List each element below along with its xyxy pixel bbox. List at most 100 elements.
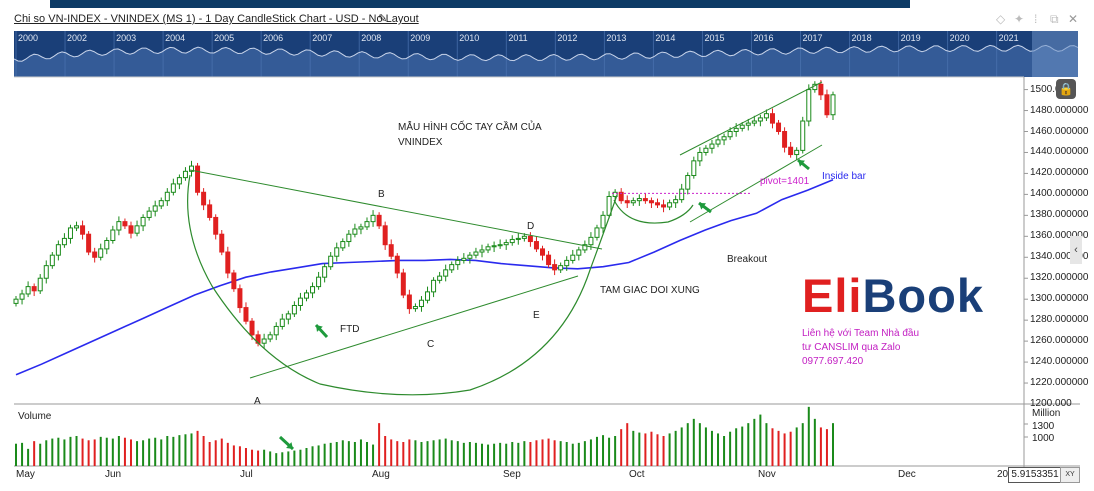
volume-bar [456,441,459,466]
volume-bar [595,436,598,466]
volume-bar [511,442,514,466]
separator-icon: ⁞ [1034,12,1038,26]
candle-body [86,233,92,253]
candle-body [479,249,485,253]
volume-bar [759,414,762,466]
candle-body [788,146,794,156]
volume-bar [650,431,653,466]
x-tick-jun: Jun [105,469,122,480]
y-tick-label: 1300.000000 [1030,293,1089,305]
volume-bar [129,439,132,466]
candle-body [279,318,285,327]
volume-bar [378,423,381,466]
volume-bar [825,429,828,466]
volume-bar [408,439,411,466]
candle-body [13,298,19,304]
pattern-title: MẪU HÌNH CỐC TAY CẦM CỦA [398,122,542,133]
pencil-icon[interactable]: ✎ [378,13,388,25]
candle-body [485,246,491,251]
candle-body [497,244,503,247]
volume-bar [529,442,532,466]
volume-bar [51,438,54,466]
volume-bar [57,437,60,466]
volume-bar [27,448,30,466]
volume-bar [99,436,102,466]
candle-body [473,251,479,256]
volume-bar [571,443,574,466]
close-icon[interactable]: ✕ [1068,12,1079,26]
moving-average-line [15,178,834,376]
candle-body [67,227,73,239]
volume-bar [39,443,42,466]
candle-body [418,299,424,308]
volume-bar [33,441,36,466]
candle-body [612,191,618,197]
pin-icon[interactable]: ✦ [1014,12,1025,26]
volume-bar [257,450,260,466]
volume-bar [136,441,139,466]
candle-body [425,291,431,301]
candle-body [219,233,225,253]
volume-bar [807,406,810,466]
volume-bar [287,451,290,466]
volume-bar [275,453,278,466]
candle-body [406,294,412,310]
candle-body [104,240,110,250]
volume-bar [589,439,592,466]
handle-curve [613,199,694,224]
volume-bar [480,443,483,466]
chevron-left-icon[interactable]: ‹ [1070,236,1082,264]
volume-bar [154,437,157,466]
volume-bar [632,430,635,466]
volume-bar [341,440,344,466]
candle-body [128,225,134,234]
candle-body [249,320,255,336]
candle-body [207,204,213,218]
volume-bar [789,431,792,466]
volume-bar [238,446,241,466]
volume-bar [535,440,538,466]
y-tick-label: 1460.000000 [1030,125,1089,137]
volume-bar [704,427,707,466]
y-tick-label: 1240.000000 [1030,356,1089,368]
diamond-icon[interactable]: ◇ [996,12,1006,26]
candle-body [449,264,455,271]
candle-body [334,247,340,257]
candle-body [134,225,140,234]
candle-body [388,244,394,257]
volume-bar [93,439,96,466]
navigator-year: 2016 [753,33,774,43]
duplicate-icon[interactable]: ⧉ [1050,12,1059,26]
volume-bar [692,418,695,466]
x-tick-nov: Nov [758,469,776,480]
volume-bar [517,442,520,466]
volume-tick-1000: 1000 [1032,433,1055,444]
candle-body [31,286,37,292]
volume-bar [347,441,350,466]
lock-icon[interactable]: 🔒 [1056,79,1076,99]
candle-body [370,214,376,223]
xy-button[interactable]: XY [1060,467,1080,483]
candle-body [37,277,43,292]
volume-bar [432,440,435,466]
candle-body [757,117,763,122]
candle-body [527,235,533,243]
volume-bar [735,428,738,466]
volume-bar [251,449,254,466]
volume-bar [523,441,526,466]
candle-body [164,191,170,202]
x-tick-oct: Oct [629,469,645,480]
candle-body [515,237,521,240]
y-tick-label: 1480.000000 [1030,104,1089,116]
candle-body [310,286,316,294]
navigator-strip[interactable]: 2000 2002 2003 2004 2005 2006 2007 2008 2009 2010… [14,31,1078,77]
candle-body [521,235,527,239]
candle-body [600,214,606,229]
candle-body [176,177,182,185]
chart-title[interactable]: Chi so VN-INDEX - VNINDEX (MS 1) - 1 Day… [14,13,419,25]
candle-body [594,227,600,238]
volume-bar [608,437,611,466]
y-tick-label: 1260.000000 [1030,335,1089,347]
volume-bar [450,440,453,466]
